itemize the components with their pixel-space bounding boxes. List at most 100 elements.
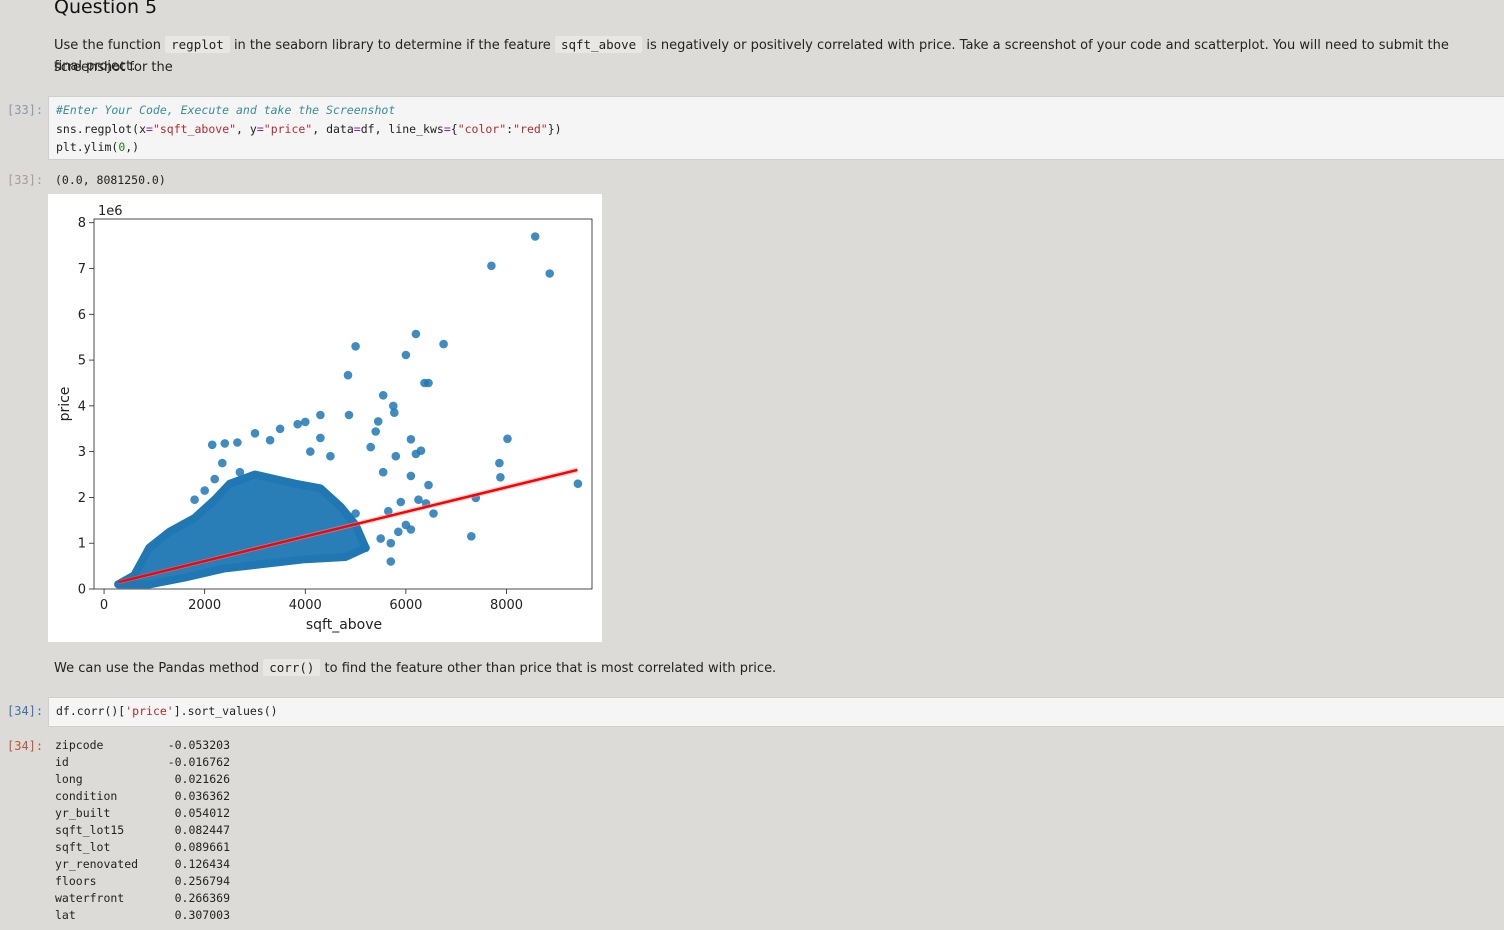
scatter-point: [545, 269, 554, 278]
scatter-point: [378, 391, 388, 400]
corr-feature-name: waterfront: [55, 891, 125, 905]
scatter-point: [378, 467, 388, 477]
scatter-point: [406, 525, 416, 534]
scatter-point: [487, 261, 496, 271]
scatter-point: [200, 486, 209, 495]
corr-value: 0.126434: [174, 857, 230, 871]
scatter-point: [376, 534, 386, 543]
x-tick-label: 0: [100, 598, 108, 613]
scatter-point: [424, 480, 433, 490]
scatter-point: [343, 370, 353, 380]
corr-value: 0.256794: [174, 874, 230, 888]
corr-feature-name: condition: [55, 789, 118, 803]
y-tick-label: 1: [78, 537, 86, 552]
corr-feature-name: id: [55, 755, 69, 769]
cell-34-code-editor[interactable]: df.corr()['price'].sort_values(): [48, 697, 1504, 727]
scatter-point: [439, 339, 448, 349]
code-corr-line: df.corr()['price'].sort_values(): [56, 704, 278, 718]
corr-value: 0.054012: [174, 806, 230, 820]
scatter-point: [496, 473, 505, 482]
y-tick-label: 2: [78, 491, 86, 506]
corr-value: 0.307003: [174, 908, 230, 922]
cell-33-output-text: (0.0, 8081250.0): [55, 173, 166, 187]
scatter-point: [220, 439, 230, 448]
corr-feature-name: floors: [55, 874, 97, 888]
scatter-point: [424, 378, 433, 388]
scatter-point: [467, 532, 476, 541]
corr-value: 0.021626: [174, 772, 230, 786]
scatter-point: [233, 438, 242, 447]
corr-paragraph: We can use the Pandas method corr() to f…: [54, 659, 777, 676]
scatter-point: [275, 424, 285, 434]
scatter-point: [316, 410, 325, 420]
corr-value: 0.036362: [174, 789, 230, 803]
scatter-point: [218, 458, 227, 468]
scatter-point: [366, 442, 376, 452]
scatter-point: [391, 451, 401, 461]
corr-value: 0.089661: [174, 840, 230, 854]
scatter-point: [207, 440, 217, 450]
scatter-point: [573, 479, 583, 489]
corr-feature-name: yr_built: [55, 806, 111, 820]
scatter-point: [406, 471, 416, 481]
scatter-point: [394, 527, 403, 537]
sqft-above-inline-code: sqft_above: [554, 36, 643, 53]
cell-33-output-prompt: [33]:: [7, 173, 44, 187]
cell-34-output-prompt: [34]:: [7, 739, 44, 753]
regplot-chart: 0 2000 4000 6000 8000 0 1 2 3 4 5 6 7 8 1e6 sqft_abo…: [57, 204, 593, 633]
scatter-points: [190, 232, 583, 566]
cell-34-input-prompt: [34]:: [7, 704, 44, 718]
scatter-point: [390, 408, 399, 417]
scatter-point: [386, 538, 396, 548]
instruction-paragraph-line2: final project.: [54, 59, 136, 74]
scatter-point: [406, 435, 416, 444]
scatter-point: [344, 410, 354, 420]
y-tick-label: 5: [78, 354, 86, 369]
x-tick-label: 4000: [289, 598, 322, 613]
regplot-inline-code: regplot: [165, 36, 230, 53]
corr-value: -0.016762: [167, 755, 230, 769]
y-axis-ticks: 0 1 2 3 4 5 6 7 8: [78, 216, 94, 598]
regression-line: [118, 467, 578, 584]
cell-33-input-prompt: [33]:: [7, 103, 44, 117]
x-axis-label: sqft_above: [306, 617, 382, 633]
code-regplot-line: sns.regplot(x="sqft_above", y="price", d…: [56, 122, 562, 136]
scatter-point: [384, 506, 393, 516]
scatter-point: [316, 433, 325, 443]
scatter-point: [351, 509, 360, 518]
scatter-point: [351, 342, 360, 351]
code-comment-line: #Enter Your Code, Execute and take the S…: [56, 103, 396, 117]
scatter-point: [411, 329, 421, 339]
scatter-point: [414, 495, 423, 505]
y-tick-label: 6: [78, 308, 86, 323]
scatter-point: [235, 467, 245, 477]
scatter-point: [401, 350, 411, 360]
code-ylim-line: plt.ylim(0,): [56, 140, 140, 154]
scatter-point: [190, 495, 199, 505]
scatter-point: [265, 435, 275, 445]
corr-feature-name: yr_renovated: [55, 857, 139, 871]
y-tick-label: 8: [78, 216, 86, 231]
x-tick-label: 8000: [490, 598, 523, 613]
scatter-point: [530, 232, 540, 241]
plot-frame: [93, 218, 593, 590]
scatter-point: [306, 447, 315, 456]
cell-33-code-editor[interactable]: #Enter Your Code, Execute and take the S…: [48, 96, 1504, 160]
y-tick-label: 3: [78, 445, 86, 460]
corr-feature-name: zipcode: [55, 738, 104, 752]
corr-output-series: zipcode -0.053203 id -0.016762 long 0.021626 c…: [55, 738, 355, 930]
scatter-point: [416, 446, 426, 455]
corr-value: 0.082447: [174, 823, 230, 837]
instruction-paragraph: Use the function regplot in the seaborn …: [54, 36, 1449, 75]
scatter-point: [503, 434, 512, 444]
y-tick-label: 0: [78, 583, 86, 598]
corr-feature-name: sqft_lot: [55, 840, 111, 854]
corr-feature-name: lat: [55, 908, 76, 922]
scatter-point: [389, 401, 398, 411]
scatter-point: [210, 474, 219, 484]
corr-value: 0.266369: [174, 891, 230, 905]
scatter-point: [429, 509, 438, 518]
corr-value: -0.053203: [167, 738, 230, 752]
regression-line-stroke: [118, 468, 578, 584]
y-offset-text: 1e6: [98, 204, 123, 219]
